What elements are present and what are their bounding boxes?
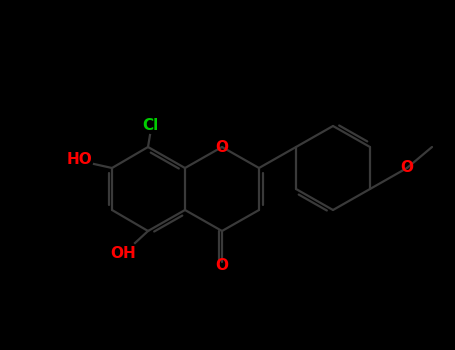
Text: Cl: Cl (142, 118, 158, 133)
Text: O: O (216, 140, 228, 154)
Text: OH: OH (110, 245, 136, 260)
Text: HO: HO (67, 153, 93, 168)
Text: O: O (216, 259, 228, 273)
Text: O: O (400, 161, 414, 175)
